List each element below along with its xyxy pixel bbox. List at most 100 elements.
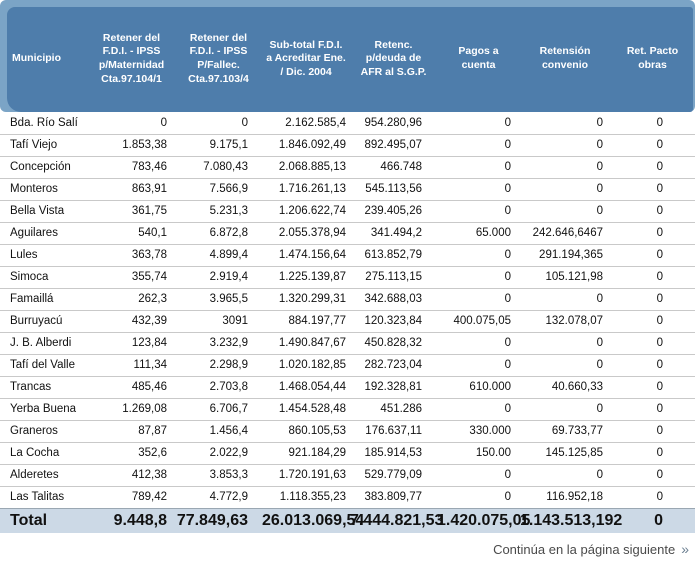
value-cell: 412,38 xyxy=(88,463,175,486)
header-row: Municipio Retener del F.D.I. - IPSS p/Ma… xyxy=(0,0,695,112)
value-cell: 5.231,3 xyxy=(175,199,262,222)
value-cell: 0 xyxy=(520,133,610,156)
value-cell: 783,46 xyxy=(88,155,175,178)
value-cell: 239.405,26 xyxy=(350,199,437,222)
value-cell: 3.853,3 xyxy=(175,463,262,486)
col-header-retenc-deuda-afr: Retenc. p/deuda de AFR al S.G.P. xyxy=(360,38,427,78)
value-cell: 1.720.191,63 xyxy=(262,463,350,486)
municipio-cell: J. B. Alberdi xyxy=(0,331,88,354)
value-cell: 0 xyxy=(437,199,520,222)
value-cell: 0 xyxy=(610,133,695,156)
table-row: Tafí del Valle 111,34 2.298,9 1.020.182,85 2… xyxy=(0,353,695,376)
value-cell: 275.113,15 xyxy=(350,265,437,288)
value-cell: 120.323,84 xyxy=(350,309,437,332)
value-cell: 262,3 xyxy=(88,287,175,310)
value-cell: 0 xyxy=(610,221,695,244)
municipio-cell: Alderetes xyxy=(0,463,88,486)
value-cell: 0 xyxy=(610,375,695,398)
value-cell: 65.000 xyxy=(437,221,520,244)
value-cell: 111,34 xyxy=(88,353,175,376)
value-cell: 545.113,56 xyxy=(350,177,437,200)
value-cell: 145.125,85 xyxy=(520,441,610,464)
total-value-cell: 1.420.075,05 xyxy=(437,507,530,533)
table-header: Municipio Retener del F.D.I. - IPSS p/Ma… xyxy=(0,0,695,112)
value-cell: 0 xyxy=(520,155,610,178)
value-cell: 352,6 xyxy=(88,441,175,464)
value-cell: 400.075,05 xyxy=(437,309,520,332)
total-label: Total xyxy=(0,507,88,533)
value-cell: 0 xyxy=(437,177,520,200)
value-cell: 2.298,9 xyxy=(175,353,262,376)
value-cell: 330.000 xyxy=(437,419,520,442)
value-cell: 0 xyxy=(610,177,695,200)
total-value-cell: 9.448,8 xyxy=(88,507,175,533)
value-cell: 0 xyxy=(520,397,610,420)
value-cell: 40.660,33 xyxy=(520,375,610,398)
value-cell: 0 xyxy=(520,199,610,222)
continuation-note[interactable]: Continúa en la página siguiente » xyxy=(0,541,695,557)
municipio-cell: Simoca xyxy=(0,265,88,288)
value-cell: 242.646,6467 xyxy=(520,221,610,244)
value-cell: 0 xyxy=(437,155,520,178)
value-cell: 0 xyxy=(610,331,695,354)
value-cell: 451.286 xyxy=(350,397,437,420)
value-cell: 342.688,03 xyxy=(350,287,437,310)
municipio-cell: Trancas xyxy=(0,375,88,398)
value-cell: 0 xyxy=(610,463,695,486)
value-cell: 1.320.299,31 xyxy=(262,287,350,310)
value-cell: 466.748 xyxy=(350,155,437,178)
value-cell: 123,84 xyxy=(88,331,175,354)
value-cell: 0 xyxy=(504,116,511,129)
municipio-cell: Tafí del Valle xyxy=(0,353,88,376)
value-cell: 0 xyxy=(437,331,520,354)
value-cell: 4.772,9 xyxy=(175,485,262,508)
municipio-cell: La Cocha xyxy=(0,441,88,464)
table-row: Graneros 87,87 1.456,4 860.105,53 176.637,11… xyxy=(0,419,695,442)
value-cell: 105.121,98 xyxy=(520,265,610,288)
table-body: Bda. Río Salí 0 0 2.162.585,4 954.280,96 0 0 0 T… xyxy=(0,112,695,508)
value-cell: 0 xyxy=(596,116,603,129)
table-row: La Cocha 352,6 2.022,9 921.184,29 185.914,53… xyxy=(0,441,695,464)
value-cell: 1.454.528,48 xyxy=(262,397,350,420)
table-row: Concepción 783,46 7.080,43 2.068.885,13 466.… xyxy=(0,155,695,178)
table-row: Bda. Río Salí 0 0 2.162.585,4 954.280,96 0 0 0 xyxy=(0,112,695,134)
total-value-cell: 26.013.069,54 xyxy=(262,507,364,533)
value-cell: 87,87 xyxy=(88,419,175,442)
value-cell: 1.716.261,13 xyxy=(262,177,350,200)
municipio-cell: Graneros xyxy=(0,419,88,442)
value-cell: 0 xyxy=(610,419,695,442)
value-cell: 2.919,4 xyxy=(175,265,262,288)
table-row: Bella Vista 361,75 5.231,3 1.206.622,74 239.… xyxy=(0,199,695,222)
value-cell: 69.733,77 xyxy=(520,419,610,442)
value-cell: 3091 xyxy=(175,309,262,332)
value-cell: 341.494,2 xyxy=(350,221,437,244)
table-row: Trancas 485,46 2.703,8 1.468.054,44 192.328,… xyxy=(0,375,695,398)
value-cell: 432,39 xyxy=(88,309,175,332)
col-header-retener-maternidad: Retener del F.D.I. - IPSS p/Maternidad C… xyxy=(98,31,165,85)
value-cell: 0 xyxy=(610,397,695,420)
value-cell: 3.965,5 xyxy=(175,287,262,310)
value-cell: 0 xyxy=(241,116,248,129)
value-cell: 0 xyxy=(437,265,520,288)
value-cell: 860.105,53 xyxy=(262,419,350,442)
value-cell: 1.020.182,85 xyxy=(262,353,350,376)
value-cell: 185.914,53 xyxy=(350,441,437,464)
value-cell: 0 xyxy=(610,265,695,288)
continuation-label: Continúa en la página siguiente xyxy=(493,542,676,557)
municipio-cell: Monteros xyxy=(0,177,88,200)
municipio-cell: Burruyacú xyxy=(0,309,88,332)
value-cell: 863,91 xyxy=(88,177,175,200)
table-row: Lules 363,78 4.899,4 1.474.156,64 613.852,79… xyxy=(0,243,695,266)
value-cell: 0 xyxy=(520,287,610,310)
value-cell: 540,1 xyxy=(88,221,175,244)
value-cell: 361,75 xyxy=(88,199,175,222)
value-cell: 1.846.092,49 xyxy=(262,133,350,156)
municipio-cell: Bella Vista xyxy=(0,199,88,222)
total-value-cell: 1.143.513,192 xyxy=(520,507,622,533)
municipio-cell: Tafí Viejo xyxy=(0,133,88,156)
municipio-cell: Lules xyxy=(0,243,88,266)
value-cell: 176.637,11 xyxy=(350,419,437,442)
value-cell: 610.000 xyxy=(437,375,520,398)
value-cell: 3.232,9 xyxy=(175,331,262,354)
municipio-cell: Concepción xyxy=(0,155,88,178)
